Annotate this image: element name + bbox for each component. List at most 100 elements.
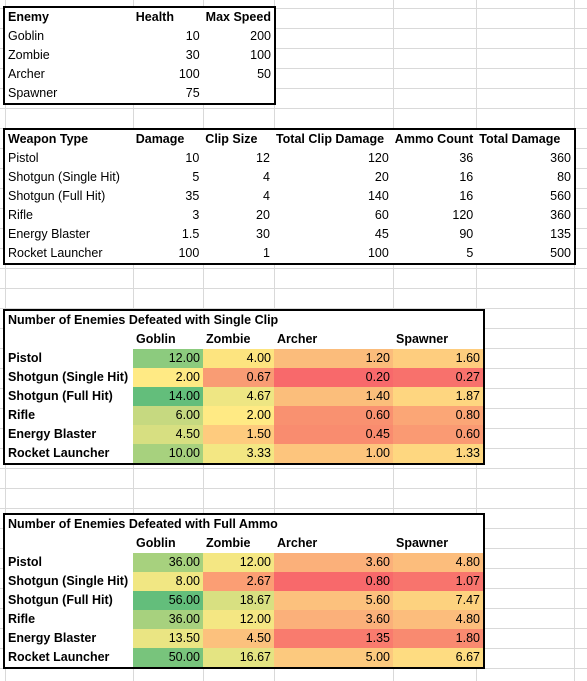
row-label-cell[interactable]: Energy Blaster [8, 631, 97, 645]
heatmap-cell[interactable]: 3.33 [203, 444, 274, 463]
heatmap-cell[interactable]: 1.60 [393, 349, 483, 368]
heatmap-cell[interactable]: 18.67 [203, 591, 274, 610]
heatmap-cell[interactable]: 16.67 [203, 648, 274, 667]
value-cell[interactable]: 36 [459, 151, 474, 165]
row-label-cell[interactable]: Rifle [8, 612, 36, 626]
heatmap-cell[interactable]: 3.60 [274, 553, 393, 572]
value-cell[interactable]: 4 [262, 189, 270, 203]
heatmap-cell[interactable]: 10.00 [133, 444, 203, 463]
heatmap-cell[interactable]: 8.00 [133, 572, 203, 591]
value-cell[interactable]: 3 [192, 208, 200, 222]
value-cell[interactable]: 1 [262, 246, 270, 260]
column-header[interactable]: Goblin [136, 332, 176, 346]
heatmap-cell[interactable]: 4.67 [203, 387, 274, 406]
heatmap-cell[interactable]: 1.40 [274, 387, 393, 406]
row-label-cell[interactable]: Pistol [8, 151, 39, 165]
heatmap-cell[interactable]: 50.00 [133, 648, 203, 667]
value-cell[interactable]: 100 [367, 246, 389, 260]
heatmap-cell[interactable]: 0.20 [274, 368, 393, 387]
row-label-cell[interactable]: Energy Blaster [8, 427, 97, 441]
value-cell[interactable]: 16 [459, 189, 474, 203]
row-label-cell[interactable]: Shotgun (Single Hit) [8, 170, 120, 184]
row-label-cell[interactable]: Pistol [8, 555, 43, 569]
value-cell[interactable]: 500 [550, 246, 571, 260]
row-label-cell[interactable]: Rocket Launcher [8, 650, 110, 664]
value-cell[interactable]: 100 [178, 67, 200, 81]
value-cell[interactable]: 120 [452, 208, 474, 222]
value-cell[interactable]: 5 [466, 246, 474, 260]
value-cell[interactable]: 20 [374, 170, 389, 184]
heatmap-cell[interactable]: 36.00 [133, 553, 203, 572]
column-header[interactable] [5, 534, 133, 553]
heatmap-cell[interactable]: 0.67 [203, 368, 274, 387]
row-label-cell[interactable]: Energy Blaster [8, 227, 90, 241]
row-label-cell[interactable]: Shotgun (Full Hit) [8, 593, 113, 607]
value-cell[interactable]: 100 [250, 48, 271, 62]
column-header[interactable]: Health [135, 10, 174, 24]
heatmap-cell[interactable]: 6.00 [133, 406, 203, 425]
heatmap-cell[interactable]: 0.80 [393, 406, 483, 425]
heatmap-cell[interactable]: 4.50 [133, 425, 203, 444]
value-cell[interactable]: 50 [257, 67, 271, 81]
heatmap-cell[interactable]: 0.60 [393, 425, 483, 444]
column-header[interactable]: Ammo Count [394, 132, 474, 146]
heatmap-cell[interactable]: 12.00 [133, 349, 203, 368]
row-label-cell[interactable]: Pistol [8, 351, 43, 365]
value-cell[interactable]: 200 [250, 29, 271, 43]
heatmap-cell[interactable]: 14.00 [133, 387, 203, 406]
table-title[interactable]: Number of Enemies Defeated with Single C… [8, 313, 279, 327]
column-header[interactable]: Spawner [396, 536, 449, 550]
heatmap-cell[interactable]: 13.50 [133, 629, 203, 648]
heatmap-cell[interactable]: 6.67 [393, 648, 483, 667]
heatmap-cell[interactable]: 0.80 [274, 572, 393, 591]
value-cell[interactable]: 60 [374, 208, 389, 222]
heatmap-cell[interactable]: 2.67 [203, 572, 274, 591]
column-header[interactable]: Enemy [8, 10, 49, 24]
value-cell[interactable]: 135 [550, 227, 571, 241]
heatmap-cell[interactable]: 1.87 [393, 387, 483, 406]
value-cell[interactable]: 560 [550, 189, 571, 203]
value-cell[interactable]: 100 [178, 246, 200, 260]
heatmap-cell[interactable]: 1.33 [393, 444, 483, 463]
heatmap-cell[interactable]: 4.00 [203, 349, 274, 368]
value-cell[interactable]: 12 [256, 151, 270, 165]
heatmap-cell[interactable]: 4.80 [393, 553, 483, 572]
value-cell[interactable]: 16 [459, 170, 474, 184]
column-header[interactable]: Total Damage [479, 132, 561, 146]
value-cell[interactable]: 90 [459, 227, 474, 241]
row-label-cell[interactable]: Rifle [8, 208, 34, 222]
row-label-cell[interactable]: Spawner [8, 86, 58, 100]
column-header[interactable]: Spawner [396, 332, 449, 346]
column-header[interactable]: Zombie [206, 332, 251, 346]
row-label-cell[interactable]: Goblin [8, 29, 45, 43]
value-cell[interactable]: 360 [550, 208, 571, 222]
row-label-cell[interactable]: Rifle [8, 408, 36, 422]
heatmap-cell[interactable]: 56.00 [133, 591, 203, 610]
heatmap-cell[interactable]: 2.00 [133, 368, 203, 387]
heatmap-cell[interactable]: 1.20 [274, 349, 393, 368]
heatmap-cell[interactable]: 1.07 [393, 572, 483, 591]
column-header[interactable]: Goblin [136, 536, 176, 550]
row-label-cell[interactable]: Shotgun (Full Hit) [8, 389, 113, 403]
heatmap-cell[interactable]: 36.00 [133, 610, 203, 629]
value-cell[interactable]: 5 [192, 170, 200, 184]
row-label-cell[interactable]: Rocket Launcher [8, 246, 103, 260]
heatmap-cell[interactable]: 3.60 [274, 610, 393, 629]
value-cell[interactable]: 120 [367, 151, 389, 165]
row-label-cell[interactable]: Shotgun (Full Hit) [8, 189, 106, 203]
column-header[interactable]: Max Speed [205, 10, 271, 24]
heatmap-cell[interactable]: 2.00 [203, 406, 274, 425]
table-title[interactable]: Number of Enemies Defeated with Full Amm… [8, 517, 278, 531]
heatmap-cell[interactable]: 1.80 [393, 629, 483, 648]
heatmap-cell[interactable]: 0.27 [393, 368, 483, 387]
value-cell[interactable]: 20 [256, 208, 270, 222]
value-cell[interactable]: 4 [262, 170, 270, 184]
value-cell[interactable]: 30 [185, 48, 200, 62]
heatmap-cell[interactable]: 1.00 [274, 444, 393, 463]
column-header[interactable]: Zombie [206, 536, 251, 550]
value-cell[interactable]: 35 [185, 189, 200, 203]
column-header[interactable]: Clip Size [205, 132, 258, 146]
heatmap-cell[interactable]: 12.00 [203, 553, 274, 572]
column-header[interactable]: Damage [135, 132, 185, 146]
value-cell[interactable]: 45 [374, 227, 389, 241]
